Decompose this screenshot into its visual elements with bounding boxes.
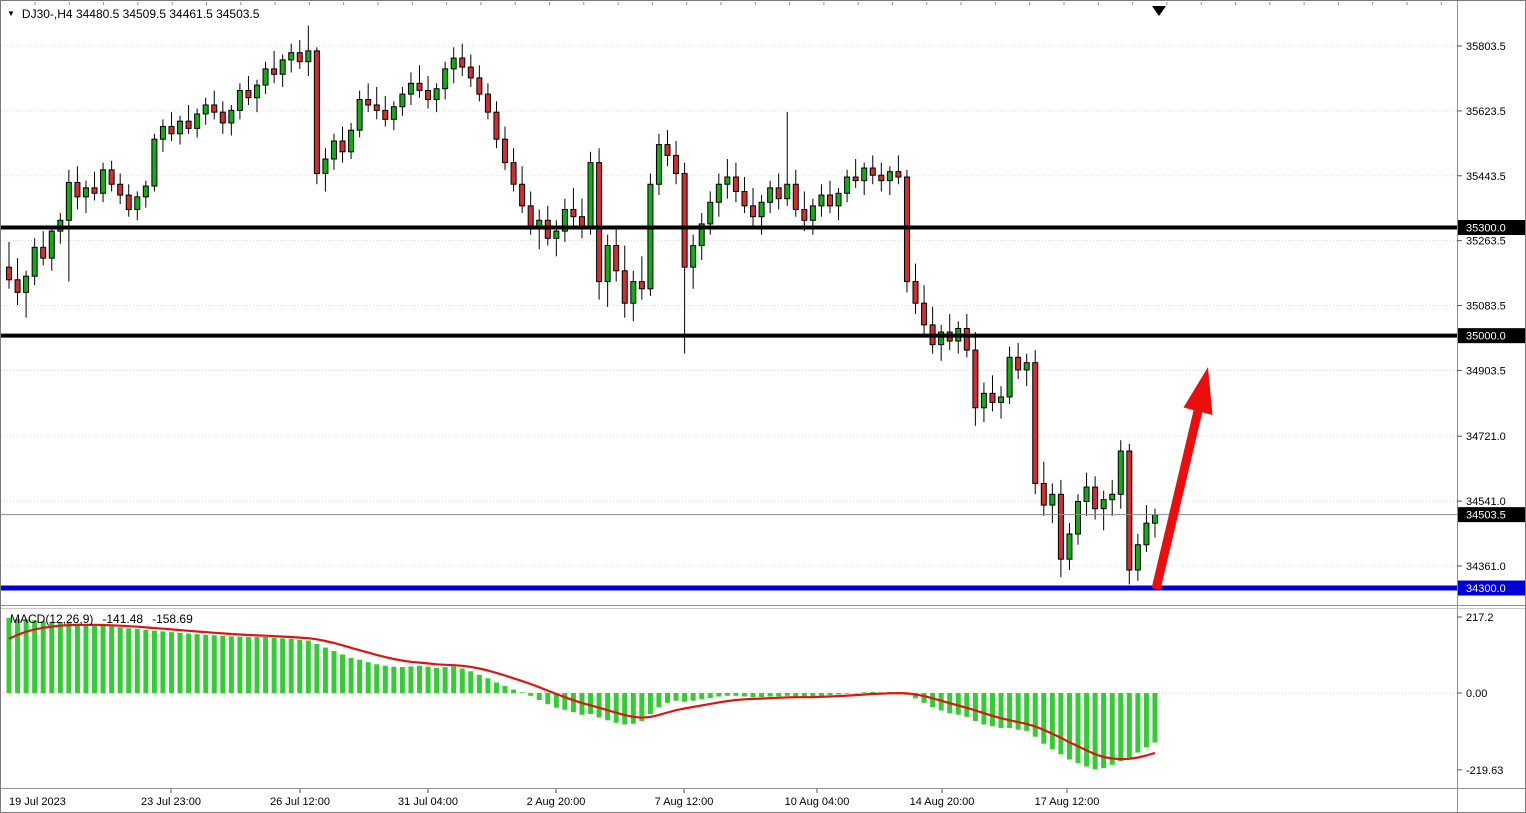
candlesticks xyxy=(6,25,1158,585)
time-tick-label: 7 Aug 12:00 xyxy=(655,796,714,808)
time-scale[interactable]: 19 Jul 2023 23 Jul 23:00 26 Jul 12:00 31 Ju… xyxy=(9,789,1099,808)
macd-scale: 217.2 0.00 -219.63 xyxy=(1457,612,1503,777)
symbol-info-bar: ▼ DJ30-,H4 34480.5 34509.5 34461.5 34503… xyxy=(7,7,259,21)
price-tick-label: 35623.5 xyxy=(1466,106,1506,118)
price-scale[interactable]: 35803.5 35623.5 35443.5 35263.5 35083.5 34903… xyxy=(1457,41,1506,573)
macd-tick-label: -219.63 xyxy=(1466,765,1503,777)
time-tick-label: 19 Jul 2023 xyxy=(9,796,66,808)
price-tag-34300.0: 34300.0 xyxy=(1458,580,1525,596)
time-tick-label: 31 Jul 04:00 xyxy=(398,796,458,808)
price-tick-label: 34903.5 xyxy=(1466,365,1506,377)
symbol-dropdown-icon[interactable]: ▼ xyxy=(7,9,15,18)
svg-text:34300.0: 34300.0 xyxy=(1466,583,1506,595)
svg-text:35000.0: 35000.0 xyxy=(1466,331,1506,343)
svg-text:35300.0: 35300.0 xyxy=(1466,223,1506,235)
symbol-ohlc-text: DJ30-,H4 34480.5 34509.5 34461.5 34503.5 xyxy=(21,7,260,21)
price-tick-label: 34721.0 xyxy=(1466,431,1506,443)
price-tick-label: 35803.5 xyxy=(1466,41,1506,53)
time-tick-label: 23 Jul 23:00 xyxy=(141,796,201,808)
macd-signal-line xyxy=(8,623,1156,761)
time-tick-label: 2 Aug 20:00 xyxy=(527,796,586,808)
price-tick-label: 34361.0 xyxy=(1466,561,1506,573)
macd-signal-value: -158.69 xyxy=(152,612,193,626)
price-tick-label: 34541.0 xyxy=(1466,496,1506,508)
top-frame-ticks xyxy=(34,2,1442,5)
price-tag-35300.0: 35300.0 xyxy=(1458,220,1525,236)
macd-indicator-label: MACD(12,26,9) -141.48 -158.69 xyxy=(10,612,193,626)
price-tag-34503.5: 34503.5 xyxy=(1458,507,1525,523)
time-tick-label: 26 Jul 12:00 xyxy=(270,796,330,808)
scroll-marker-icon[interactable] xyxy=(1152,6,1166,16)
price-tick-label: 35263.5 xyxy=(1466,236,1506,248)
price-tick-label: 35083.5 xyxy=(1466,301,1506,313)
time-tick-label: 14 Aug 20:00 xyxy=(910,796,975,808)
time-tick-label: 10 Aug 04:00 xyxy=(785,796,850,808)
macd-tick-label: 0.00 xyxy=(1466,688,1487,700)
macd-main-value: -141.48 xyxy=(102,612,144,626)
macd-tick-label: 217.2 xyxy=(1466,612,1494,624)
macd-name: MACD(12,26,9) xyxy=(10,612,94,626)
trend-arrow[interactable] xyxy=(1151,367,1213,591)
price-tag-35000.0: 35000.0 xyxy=(1458,328,1525,344)
time-tick-label: 17 Aug 12:00 xyxy=(1035,796,1100,808)
price-tick-label: 35443.5 xyxy=(1466,171,1506,183)
macd-histogram xyxy=(6,617,1158,770)
svg-text:34503.5: 34503.5 xyxy=(1466,510,1506,522)
price-gridlines xyxy=(1,45,1457,694)
